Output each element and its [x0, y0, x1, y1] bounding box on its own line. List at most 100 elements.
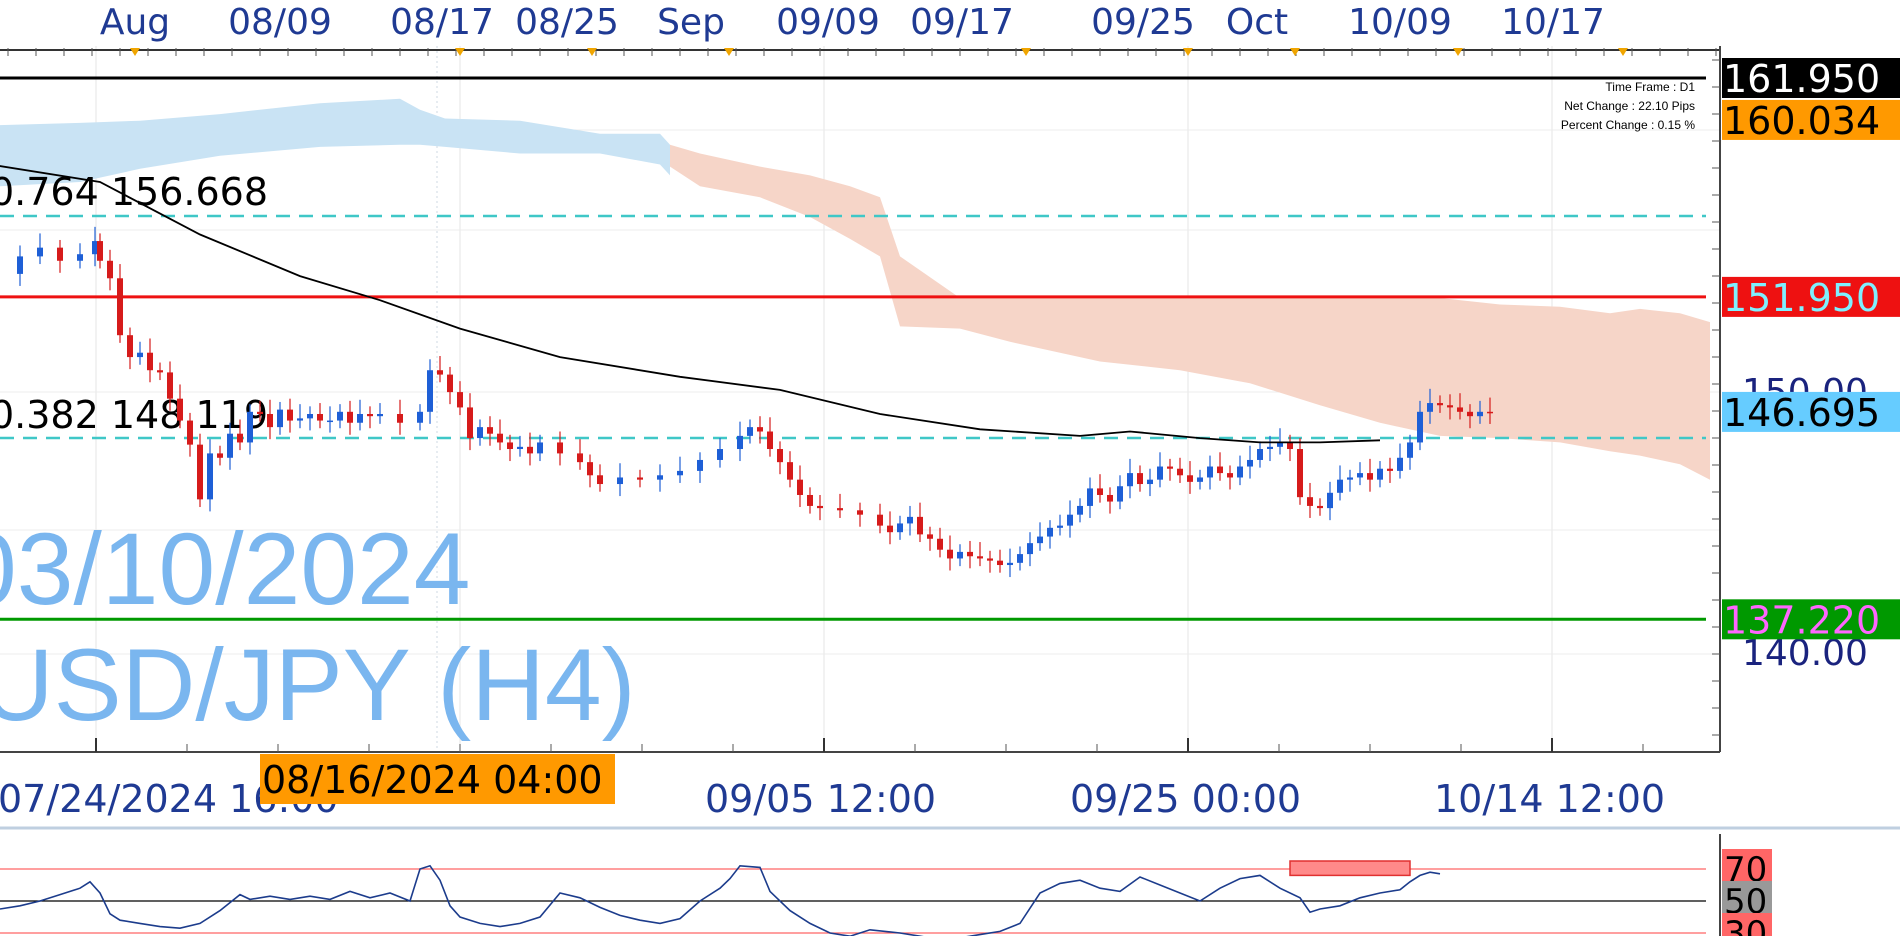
candle-body — [517, 446, 523, 450]
candle-body — [737, 435, 743, 450]
cloud-bullish — [0, 98, 670, 187]
candle-body — [1157, 466, 1163, 480]
top-axis-label: Sep — [657, 2, 725, 43]
time-axis-label: 09/05 12:00 — [705, 777, 936, 821]
candle-body — [917, 516, 923, 535]
top-axis-marker — [1618, 48, 1628, 56]
candle-body — [1487, 411, 1493, 414]
candle-body — [1107, 494, 1113, 502]
candle-body — [1017, 554, 1023, 563]
candle-body — [527, 446, 533, 454]
candle-body — [307, 413, 313, 419]
info-box: Time Frame : D1 Net Change : 22.10 Pips Pe… — [1561, 80, 1695, 132]
candle-body — [177, 398, 183, 421]
candle-body — [877, 514, 883, 526]
candle-body — [277, 409, 283, 428]
candle-body — [1177, 468, 1183, 476]
candle-body — [1237, 466, 1243, 478]
candle-body — [467, 407, 473, 439]
candle-body — [1377, 468, 1383, 480]
top-axis-marker — [1453, 48, 1463, 56]
candle-body — [1227, 473, 1233, 478]
candle-body — [507, 442, 513, 450]
candle-body — [247, 411, 253, 443]
candle-body — [1027, 543, 1033, 555]
top-axis-label: 08/09 — [228, 2, 332, 43]
rsi-overbought-box — [1289, 860, 1411, 877]
crosshair-time-label: 08/16/2024 04:00 — [262, 758, 603, 802]
price-level-badge — [1722, 58, 1900, 98]
info-box-line: Net Change : 22.10 Pips — [1564, 99, 1695, 113]
top-date-axis: Aug 08/09 08/17 08/25 Sep 09/09 09/17 09/25 Oct 1… — [7, 2, 1717, 56]
top-axis-marker — [587, 48, 597, 56]
watermark-symbol: USD/JPY (H4) — [0, 628, 636, 742]
candle-body — [107, 260, 113, 279]
candle-body — [1357, 473, 1363, 478]
top-axis-label: Aug — [100, 2, 170, 43]
candle-body — [317, 413, 323, 421]
candle-body — [1467, 411, 1473, 417]
time-axis-label: 10/14 12:00 — [1434, 777, 1665, 821]
candle-body — [1057, 525, 1063, 528]
candle-body — [217, 453, 223, 458]
top-axis-marker — [1183, 48, 1193, 56]
candle-body — [807, 494, 813, 506]
candle-body — [617, 477, 623, 485]
candle-body — [1147, 479, 1153, 485]
bottom-time-axis: 07/24/2024 16:00 09/05 12:00 09/25 00:00 10… — [0, 738, 1665, 821]
candle-body — [187, 420, 193, 445]
candle-body — [257, 411, 263, 414]
candle-body — [1367, 473, 1373, 480]
candle-body — [487, 427, 493, 434]
watermark-date: 03/10/2024 — [0, 512, 471, 626]
candle-body — [77, 254, 83, 261]
candle-body — [1207, 466, 1213, 478]
candle-body — [1127, 473, 1133, 487]
candle-body — [457, 392, 463, 408]
candle-body — [1217, 466, 1223, 474]
candle-body — [977, 556, 983, 559]
price-tick-label: 140.00 — [1742, 633, 1868, 674]
candle-body — [1447, 405, 1453, 408]
candle-body — [1427, 403, 1433, 412]
watermark: 03/10/2024 USD/JPY (H4) — [0, 512, 636, 742]
candle-body — [1477, 411, 1483, 417]
candle-body — [1317, 505, 1323, 509]
candle-body — [1417, 411, 1423, 443]
candle-body — [1437, 403, 1443, 406]
time-axis-label: 09/25 00:00 — [1070, 777, 1301, 821]
top-axis-marker — [724, 48, 734, 56]
candle-body — [207, 453, 213, 500]
top-axis-label: 08/17 — [390, 2, 494, 43]
candle-body — [927, 534, 933, 539]
price-level-badge-label: 146.695 — [1723, 391, 1880, 435]
candlesticks — [17, 226, 1493, 578]
candle-body — [477, 427, 483, 439]
top-axis-label: 09/09 — [776, 2, 880, 43]
candle-body — [677, 470, 683, 476]
crosshair-time-badge — [260, 754, 615, 804]
price-level-lines — [0, 76, 1706, 621]
candle-body — [1037, 536, 1043, 544]
candle-body — [117, 278, 123, 336]
candle-body — [237, 433, 243, 443]
candle-body — [1167, 466, 1173, 469]
candle-body — [437, 370, 443, 375]
price-level-badge — [1722, 599, 1900, 640]
candle-body — [997, 560, 1003, 566]
price-level-badge — [1722, 99, 1900, 140]
top-axis-marker — [1021, 48, 1031, 56]
candle-body — [497, 433, 503, 443]
candle-body — [92, 241, 98, 255]
price-level-badge-label: 160.034 — [1723, 99, 1880, 143]
candle-body — [987, 558, 993, 561]
candle-body — [797, 479, 803, 495]
price-level-badge-label: 137.220 — [1723, 598, 1880, 642]
candle-body — [397, 413, 403, 423]
info-box-line: Time Frame : D1 — [1605, 80, 1695, 94]
top-axis-marker — [130, 48, 140, 56]
candle-body — [777, 449, 783, 463]
candle-body — [817, 505, 823, 509]
rsi-level-label: 30 — [1724, 914, 1767, 936]
